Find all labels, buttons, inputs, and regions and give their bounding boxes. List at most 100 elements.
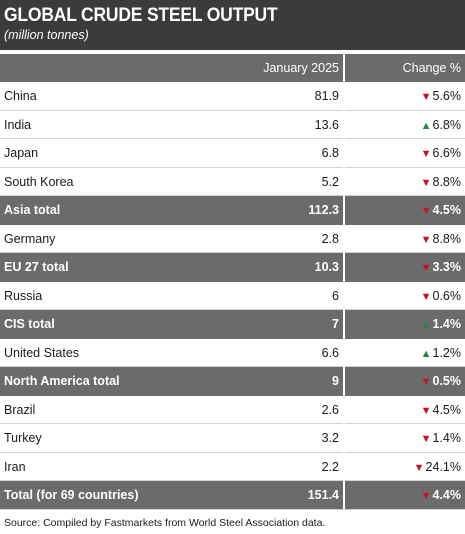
row-label: United States — [4, 345, 80, 360]
row-value: 6.6 — [321, 345, 339, 360]
triangle-up-icon: ▲ — [420, 119, 432, 132]
change-percent: 6.6% — [432, 146, 462, 160]
triangle-down-icon: ▼ — [413, 461, 425, 474]
change-percent: 1.4% — [432, 431, 462, 445]
table-row: South Korea 5.2 ▼8.8% — [0, 168, 465, 196]
row-value: 9 — [332, 374, 339, 388]
change-percent: 8.8% — [432, 231, 462, 246]
change-percent: 4.4% — [432, 488, 462, 502]
change-percent: 5.6% — [432, 89, 462, 103]
row-value: 2.8 — [321, 231, 339, 246]
row-change: ▼4.4% — [421, 488, 461, 502]
row-label: Asia total — [4, 203, 61, 217]
table-row: Brazil 2.6 ▼4.5% — [0, 396, 465, 424]
change-percent: 3.3% — [432, 260, 462, 274]
change-percent: 6.8% — [432, 117, 462, 132]
triangle-down-icon: ▼ — [420, 233, 432, 246]
table-row: Russia 6 ▼0.6% — [0, 282, 465, 310]
change-percent: 1.2% — [432, 345, 462, 360]
row-label: CIS total — [4, 317, 55, 331]
row-value: 3.2 — [321, 431, 339, 445]
row-label: South Korea — [4, 174, 74, 189]
row-value: 151.4 — [307, 488, 339, 502]
row-label: India — [4, 117, 32, 132]
row-value: 5.2 — [321, 174, 339, 189]
row-value: 13.6 — [314, 117, 339, 132]
row-value: 2.6 — [321, 402, 339, 417]
row-change: ▼6.6% — [421, 146, 461, 160]
triangle-down-icon: ▼ — [420, 262, 432, 274]
row-change: ▼1.4% — [421, 431, 461, 445]
column-header-change: Change % — [402, 61, 461, 75]
row-change: ▲1.4% — [421, 317, 461, 331]
row-change: ▲6.8% — [421, 118, 461, 132]
table-row: Japan 6.8 ▼6.6% — [0, 139, 465, 168]
table-title: GLOBAL CRUDE STEEL OUTPUT — [4, 5, 278, 26]
row-value: 81.9 — [314, 89, 339, 103]
row-value: 112.3 — [308, 203, 339, 217]
row-label: Turkey — [4, 431, 42, 445]
change-percent: 8.8% — [432, 174, 462, 189]
table-body: China 81.9 ▼5.6% India 13.6 ▲6.8% Japan 6.8 ▼6.6… — [0, 82, 465, 510]
row-value: 6.8 — [321, 146, 339, 160]
row-change: ▼3.3% — [421, 260, 461, 274]
row-change: ▼5.6% — [421, 89, 461, 103]
triangle-down-icon: ▼ — [420, 433, 432, 445]
triangle-down-icon: ▼ — [420, 404, 432, 417]
column-header-period: January 2025 — [263, 61, 339, 75]
total-row: North America total 9 ▼0.5% — [0, 367, 465, 396]
row-value: 6 — [332, 288, 339, 303]
row-value: 10.3 — [314, 260, 339, 274]
row-label: Germany — [4, 231, 56, 246]
row-label: Japan — [4, 146, 39, 160]
row-label: Brazil — [4, 402, 36, 417]
change-percent: 0.6% — [432, 288, 462, 303]
table-subtitle: (million tonnes) — [4, 28, 89, 42]
triangle-down-icon: ▼ — [420, 490, 432, 502]
triangle-down-icon: ▼ — [420, 290, 432, 303]
change-percent: 4.5% — [432, 402, 462, 417]
total-row: Asia total 112.3 ▼4.5% — [0, 196, 465, 225]
triangle-down-icon: ▼ — [420, 376, 432, 388]
row-change: ▼0.5% — [421, 374, 461, 388]
row-value: 7 — [332, 317, 339, 331]
change-percent: 0.5% — [432, 374, 462, 388]
row-label: North America total — [4, 374, 120, 388]
row-change: ▼4.5% — [421, 403, 461, 417]
row-value: 2.2 — [321, 459, 339, 474]
triangle-down-icon: ▼ — [420, 176, 432, 189]
row-change: ▼4.5% — [421, 203, 461, 217]
change-percent: 24.1% — [425, 459, 461, 474]
row-label: Total (for 69 countries) — [4, 488, 139, 502]
triangle-down-icon: ▼ — [420, 205, 432, 217]
column-header-row: January 2025 Change % — [0, 54, 465, 82]
row-change: ▼24.1% — [414, 460, 461, 474]
total-row: EU 27 total 10.3 ▼3.3% — [0, 253, 465, 282]
triangle-up-icon: ▲ — [420, 319, 432, 331]
table-row: Iran 2.2 ▼24.1% — [0, 453, 465, 481]
table-row: Germany 2.8 ▼8.8% — [0, 225, 465, 253]
total-row: CIS total 7 ▲1.4% — [0, 310, 465, 339]
table-row: China 81.9 ▼5.6% — [0, 82, 465, 111]
change-percent: 4.5% — [432, 203, 462, 217]
row-label: Russia — [4, 288, 43, 303]
total-row: Total (for 69 countries) 151.4 ▼4.4% — [0, 481, 465, 510]
source-note: Source: Compiled by Fastmarkets from Wor… — [0, 509, 465, 534]
triangle-down-icon: ▼ — [420, 148, 432, 160]
row-label: EU 27 total — [4, 260, 69, 274]
row-change: ▼8.8% — [421, 175, 461, 189]
table-row: India 13.6 ▲6.8% — [0, 111, 465, 139]
triangle-down-icon: ▼ — [420, 91, 432, 103]
table-header: GLOBAL CRUDE STEEL OUTPUT (million tonne… — [0, 0, 465, 50]
change-percent: 1.4% — [432, 317, 462, 331]
table-row: United States 6.6 ▲1.2% — [0, 339, 465, 367]
column-divider — [343, 54, 345, 509]
row-change: ▼0.6% — [421, 289, 461, 303]
row-label: China — [4, 89, 37, 103]
triangle-up-icon: ▲ — [420, 347, 432, 360]
row-change: ▲1.2% — [421, 346, 461, 360]
row-label: Iran — [4, 459, 26, 474]
table-row: Turkey 3.2 ▼1.4% — [0, 424, 465, 453]
row-change: ▼8.8% — [421, 232, 461, 246]
